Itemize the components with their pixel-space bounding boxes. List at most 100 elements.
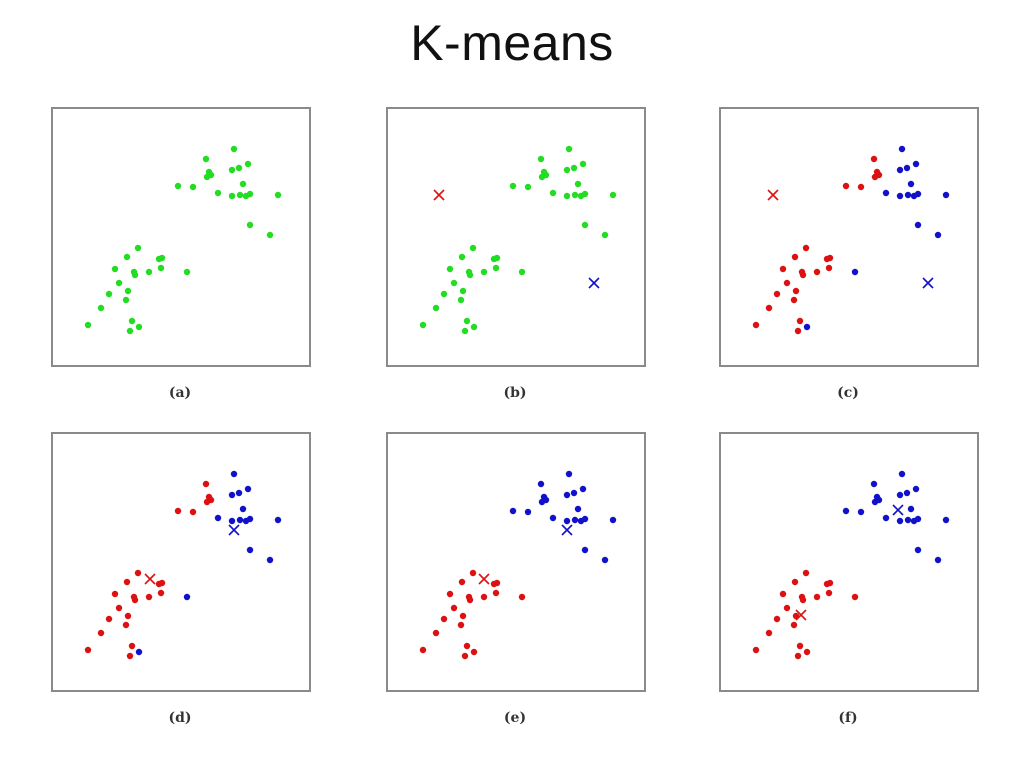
- data-point: [870, 480, 878, 488]
- slide-title: K-means: [410, 15, 614, 71]
- data-point: [128, 642, 136, 650]
- data-point: [246, 546, 254, 554]
- centroid-x-icon: [922, 277, 934, 289]
- data-point: [493, 579, 501, 587]
- centroid-x-icon: [588, 277, 600, 289]
- panel-caption-a: (a): [168, 385, 192, 401]
- data-point: [574, 505, 582, 513]
- data-point: [111, 590, 119, 598]
- data-point: [934, 231, 942, 239]
- scatter-plot: [752, 470, 950, 660]
- data-point: [274, 191, 282, 199]
- data-point: [235, 489, 243, 497]
- data-point: [898, 470, 906, 478]
- centroid-x-icon: [561, 524, 573, 536]
- centroid-x-icon: [892, 504, 904, 516]
- data-point: [458, 578, 466, 586]
- data-point: [842, 182, 850, 190]
- data-point: [84, 646, 92, 654]
- panel-caption-e: (e): [503, 710, 527, 726]
- data-point: [135, 323, 143, 331]
- data-point: [432, 304, 440, 312]
- data-point: [581, 190, 589, 198]
- data-point: [803, 323, 811, 331]
- data-point: [518, 268, 526, 276]
- data-point: [581, 515, 589, 523]
- data-point: [904, 191, 912, 199]
- centroid-x-icon: [144, 573, 156, 585]
- data-point: [446, 590, 454, 598]
- data-point: [537, 155, 545, 163]
- data-point: [790, 296, 798, 304]
- data-point: [203, 173, 211, 181]
- data-point: [228, 491, 236, 499]
- data-point: [549, 189, 557, 197]
- data-point: [896, 192, 904, 200]
- data-point: [896, 166, 904, 174]
- data-point: [230, 470, 238, 478]
- scatter-plot: [419, 470, 617, 660]
- data-point: [779, 590, 787, 598]
- data-point: [914, 221, 922, 229]
- data-point: [871, 173, 879, 181]
- scatter-plot: [419, 145, 617, 335]
- data-point: [796, 642, 804, 650]
- data-point: [570, 489, 578, 497]
- data-point: [752, 646, 760, 654]
- data-point: [882, 514, 890, 522]
- data-point: [492, 589, 500, 597]
- data-point: [870, 155, 878, 163]
- data-point: [228, 517, 236, 525]
- data-point: [765, 304, 773, 312]
- scatter-plot: [752, 145, 950, 335]
- data-point: [765, 629, 773, 637]
- data-point: [124, 287, 132, 295]
- data-point: [826, 254, 834, 262]
- data-point: [871, 498, 879, 506]
- data-point: [202, 155, 210, 163]
- data-point: [470, 323, 478, 331]
- data-point: [813, 593, 821, 601]
- data-point: [609, 191, 617, 199]
- data-point: [239, 505, 247, 513]
- data-point: [570, 164, 578, 172]
- data-point: [563, 517, 571, 525]
- data-point: [851, 268, 859, 276]
- data-point: [942, 191, 950, 199]
- data-point: [912, 160, 920, 168]
- data-point: [581, 546, 589, 554]
- data-point: [601, 231, 609, 239]
- data-point: [135, 648, 143, 656]
- data-point: [942, 516, 950, 524]
- scatter-panel-c: [719, 107, 979, 367]
- data-point: [857, 508, 865, 516]
- data-point: [274, 516, 282, 524]
- scatter-panel-f: [719, 432, 979, 692]
- data-point: [158, 254, 166, 262]
- data-point: [851, 593, 859, 601]
- data-point: [123, 578, 131, 586]
- centroid-x-icon: [433, 189, 445, 201]
- data-point: [904, 516, 912, 524]
- data-point: [480, 593, 488, 601]
- data-point: [914, 546, 922, 554]
- scatter-panel-e: [386, 432, 646, 692]
- data-point: [457, 296, 465, 304]
- scatter-panel-a: [51, 107, 311, 367]
- data-point: [896, 517, 904, 525]
- data-point: [470, 648, 478, 656]
- data-point: [131, 596, 139, 604]
- data-point: [228, 166, 236, 174]
- data-point: [492, 264, 500, 272]
- data-point: [509, 182, 517, 190]
- data-point: [903, 489, 911, 497]
- data-point: [123, 253, 131, 261]
- data-point: [791, 578, 799, 586]
- data-point: [799, 596, 807, 604]
- scatter-panel-d: [51, 432, 311, 692]
- data-point: [214, 514, 222, 522]
- data-point: [214, 189, 222, 197]
- data-point: [246, 515, 254, 523]
- data-point: [792, 287, 800, 295]
- data-point: [126, 652, 134, 660]
